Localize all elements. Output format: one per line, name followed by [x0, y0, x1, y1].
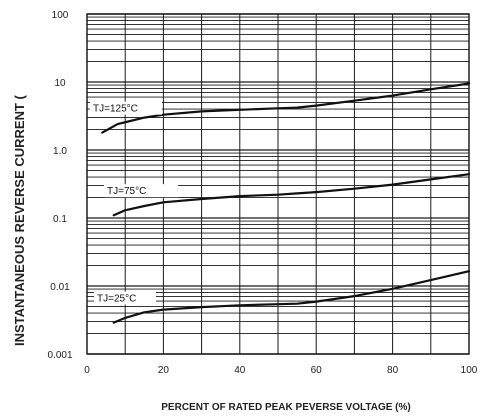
x-tick-label: 100 [461, 365, 478, 376]
series-label-bg [90, 101, 162, 115]
series-label: TJ=25°C [97, 294, 136, 305]
x-tick-label: 40 [234, 365, 246, 376]
x-tick-label: 20 [158, 365, 170, 376]
y-tick-label: 10 [54, 78, 66, 89]
series-line [112, 270, 471, 324]
plot-border [86, 13, 470, 355]
series-label-bg [94, 291, 156, 305]
y-tick-label: 0.01 [50, 282, 70, 293]
x-tick-label: 0 [84, 365, 90, 376]
y-tick-label: 1.0 [53, 146, 67, 157]
series-line [112, 173, 471, 217]
y-tick-label: 0.1 [53, 214, 67, 225]
y-tick-label: 0.001 [47, 350, 72, 361]
series-label: TJ=75°C [107, 186, 146, 197]
y-tick-label: 100 [52, 10, 69, 21]
series-label-bg [104, 184, 178, 198]
x-axis-title: PERCENT OF RATED PEAK PEVERSE VOLTAGE (%… [161, 402, 410, 413]
y-axis-title: INSTANTANEOUS REVERSE CURRENT ( [12, 94, 27, 346]
series-label: TJ=125°C [93, 104, 138, 115]
series-line [101, 82, 471, 134]
x-tick-label: 80 [387, 365, 399, 376]
x-tick-label: 60 [311, 365, 323, 376]
